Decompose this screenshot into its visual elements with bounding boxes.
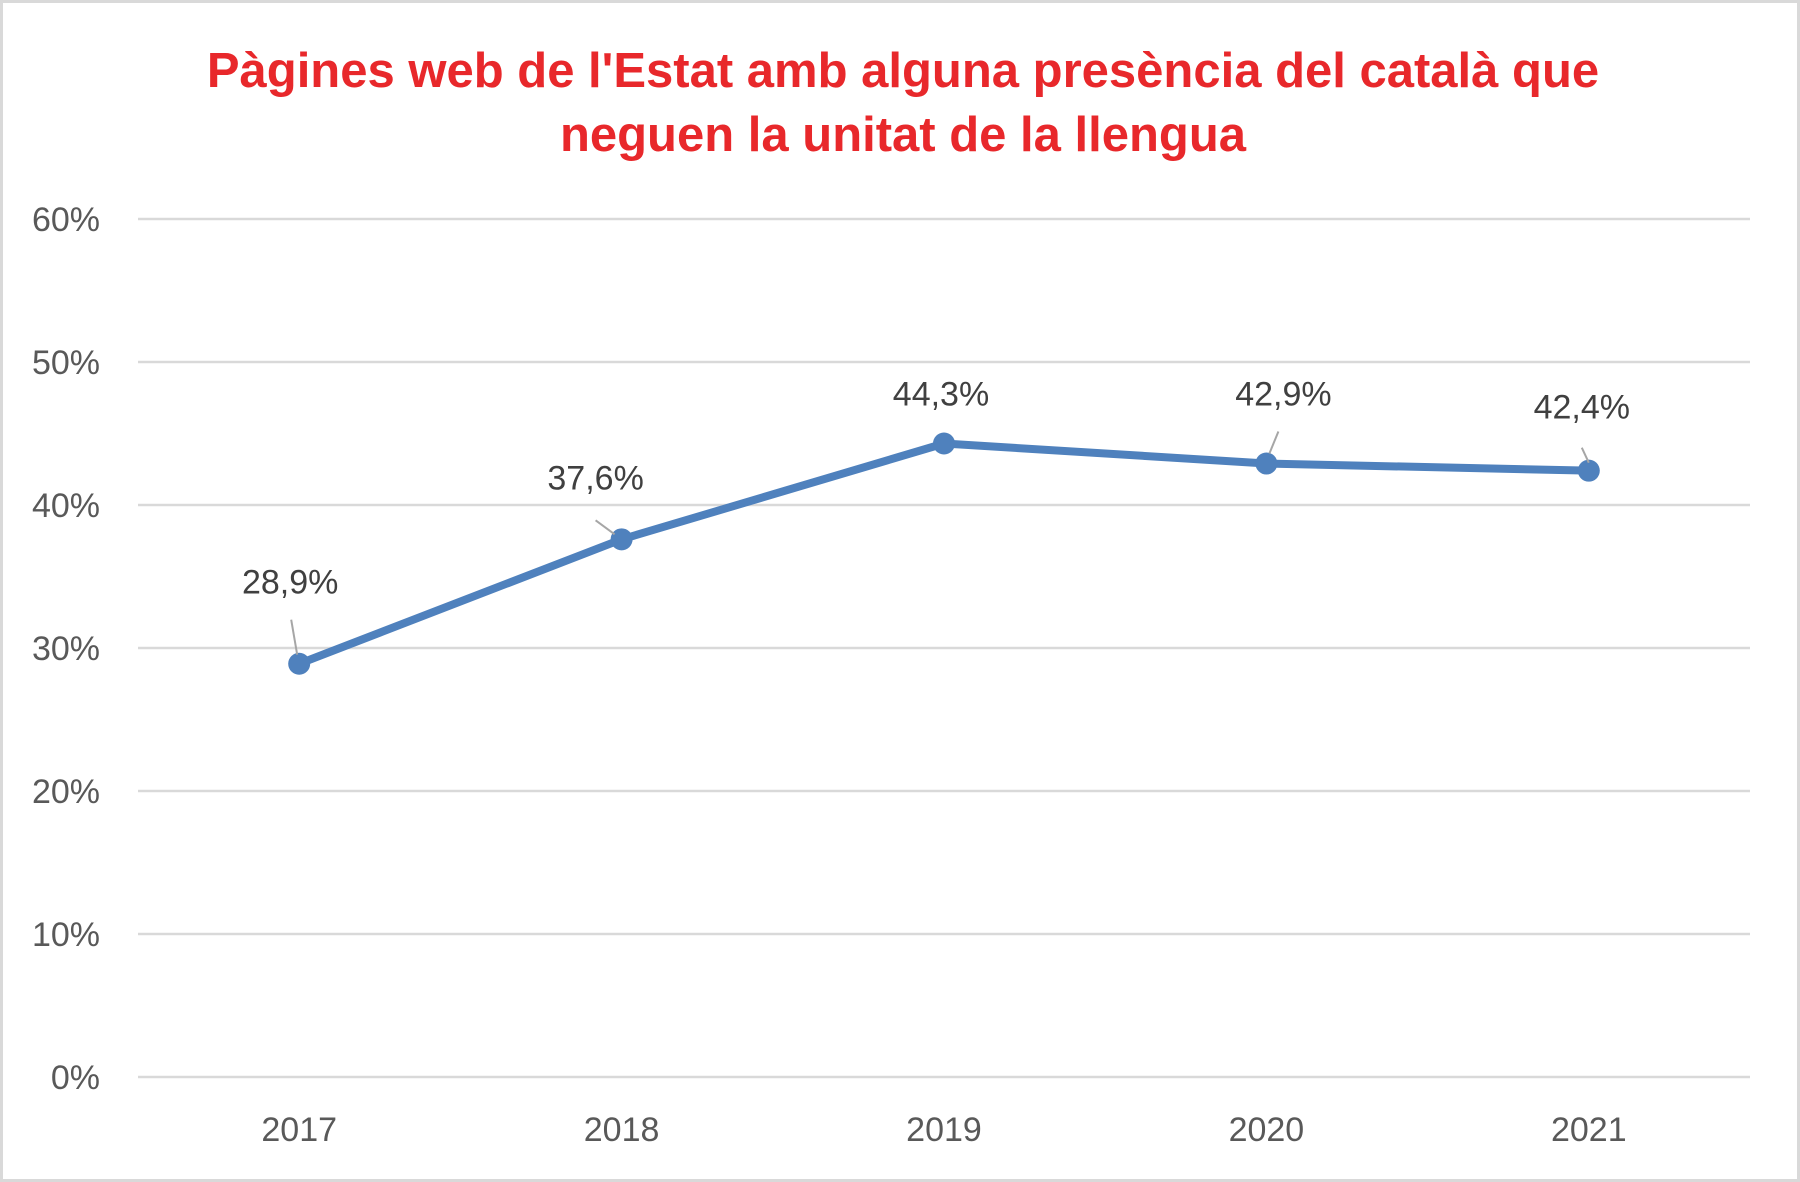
data-point-2021 [1577, 459, 1600, 482]
data-label-2020: 42,9% [1235, 376, 1331, 414]
y-tick-label: 50% [32, 344, 100, 382]
chart-title-line-2: neguen la unitat de la llengua [559, 108, 1247, 162]
data-point-2019 [933, 432, 955, 455]
data-point-2018 [610, 528, 633, 551]
data-label-2017: 28,9% [242, 564, 338, 602]
leader-line [1580, 447, 1590, 464]
y-tick-label: 60% [32, 201, 100, 239]
data-labels: 28,9% 37,6% 44,3% 42,9% 42,4% [242, 376, 1630, 655]
x-tick-label: 2020 [1229, 1111, 1305, 1149]
series-line [295, 439, 1593, 668]
leader-line [1268, 431, 1280, 454]
x-tick-label: 2018 [584, 1111, 660, 1149]
y-axis-ticks: 0% 10% 20% 30% 40% 50% 60% [32, 201, 100, 1097]
data-label-2018: 37,6% [547, 459, 643, 497]
chart-title-line-1: Pàgines web de l'Estat amb alguna presèn… [206, 44, 1600, 98]
data-label-2019: 44,3% [893, 376, 989, 414]
data-point-2020 [1255, 452, 1278, 475]
x-tick-label: 2019 [906, 1111, 982, 1149]
y-tick-label: 0% [51, 1059, 100, 1097]
data-label-2021: 42,4% [1534, 389, 1630, 427]
y-tick-label: 30% [32, 630, 100, 668]
y-tick-label: 20% [32, 773, 100, 811]
y-tick-label: 40% [32, 487, 100, 525]
series-group [288, 432, 1600, 675]
y-tick-label: 10% [32, 916, 100, 954]
leader-line [595, 519, 616, 536]
x-tick-label: 2021 [1551, 1111, 1627, 1149]
x-axis-ticks: 2017 2018 2019 2020 2021 [261, 1111, 1626, 1149]
leader-line [290, 619, 299, 655]
data-point-2017 [288, 652, 311, 675]
x-tick-label: 2017 [261, 1111, 337, 1149]
gridlines [138, 217, 1750, 1079]
chart-title: Pàgines web de l'Estat amb alguna presèn… [3, 39, 1800, 167]
